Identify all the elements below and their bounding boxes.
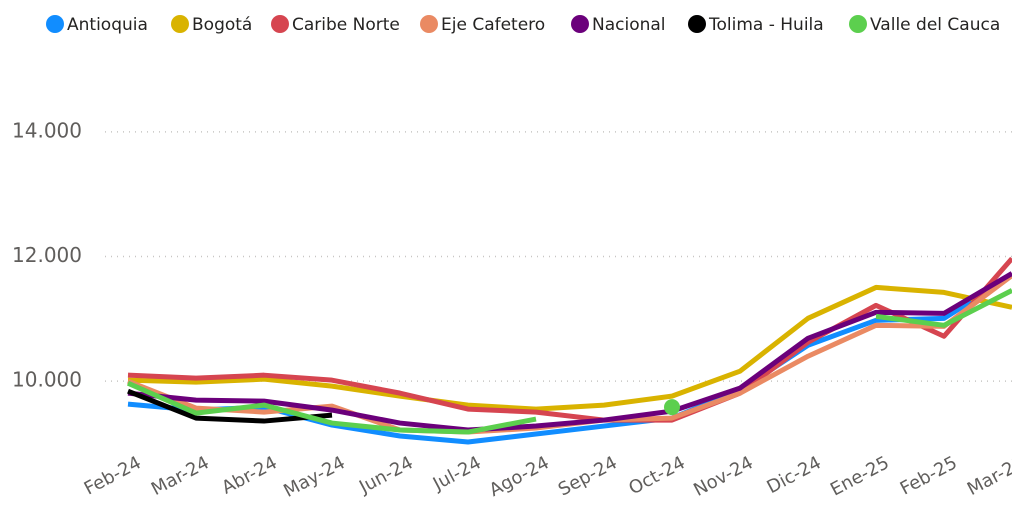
x-tick-label: Jun-24 [355,452,417,498]
legend-marker [688,15,706,33]
x-tick-label: Ene-25 [827,452,893,500]
legend-label: Nacional [592,15,666,35]
x-tick-label: Dic-24 [763,452,824,498]
legend-label: Caribe Norte [292,15,400,35]
legend-marker [46,15,64,33]
x-tick-label: Feb-25 [897,452,961,499]
legend-marker [849,15,867,33]
legend-label: Bogotá [192,15,252,35]
x-tick-label: Mar-25 [964,452,1012,500]
y-tick-label: 12.000 [12,243,82,267]
y-tick-label: 10.000 [12,368,82,392]
legend-label: Valle del Cauca [870,15,1000,35]
x-tick-label: Nov-24 [690,452,756,501]
y-tick-label: 14.000 [12,118,82,142]
x-tick-label: Sep-24 [555,452,621,500]
x-tick-label: Abr-24 [218,452,280,498]
x-tick-label: Mar-24 [148,452,213,500]
series-line [127,284,1012,412]
legend-label: Antioquia [67,15,148,35]
legend-label: Tolima - Huila [708,15,824,35]
legend-marker [171,15,189,33]
series-line [126,288,1012,435]
x-tick-label: Feb-24 [81,452,145,499]
x-tick-label: Oct-24 [625,452,688,499]
series-line [127,388,333,424]
legend-label: Eje Cafetero [441,15,545,35]
x-tick-label: Ago-24 [486,452,553,501]
series-line [127,256,1012,423]
legend-marker [420,15,438,33]
legend-marker [271,15,289,33]
point [664,399,680,416]
x-tick-label: May-24 [280,452,348,502]
legend-marker [571,15,589,33]
x-tick-label: Jul-24 [429,452,485,495]
series-line [127,271,1012,433]
